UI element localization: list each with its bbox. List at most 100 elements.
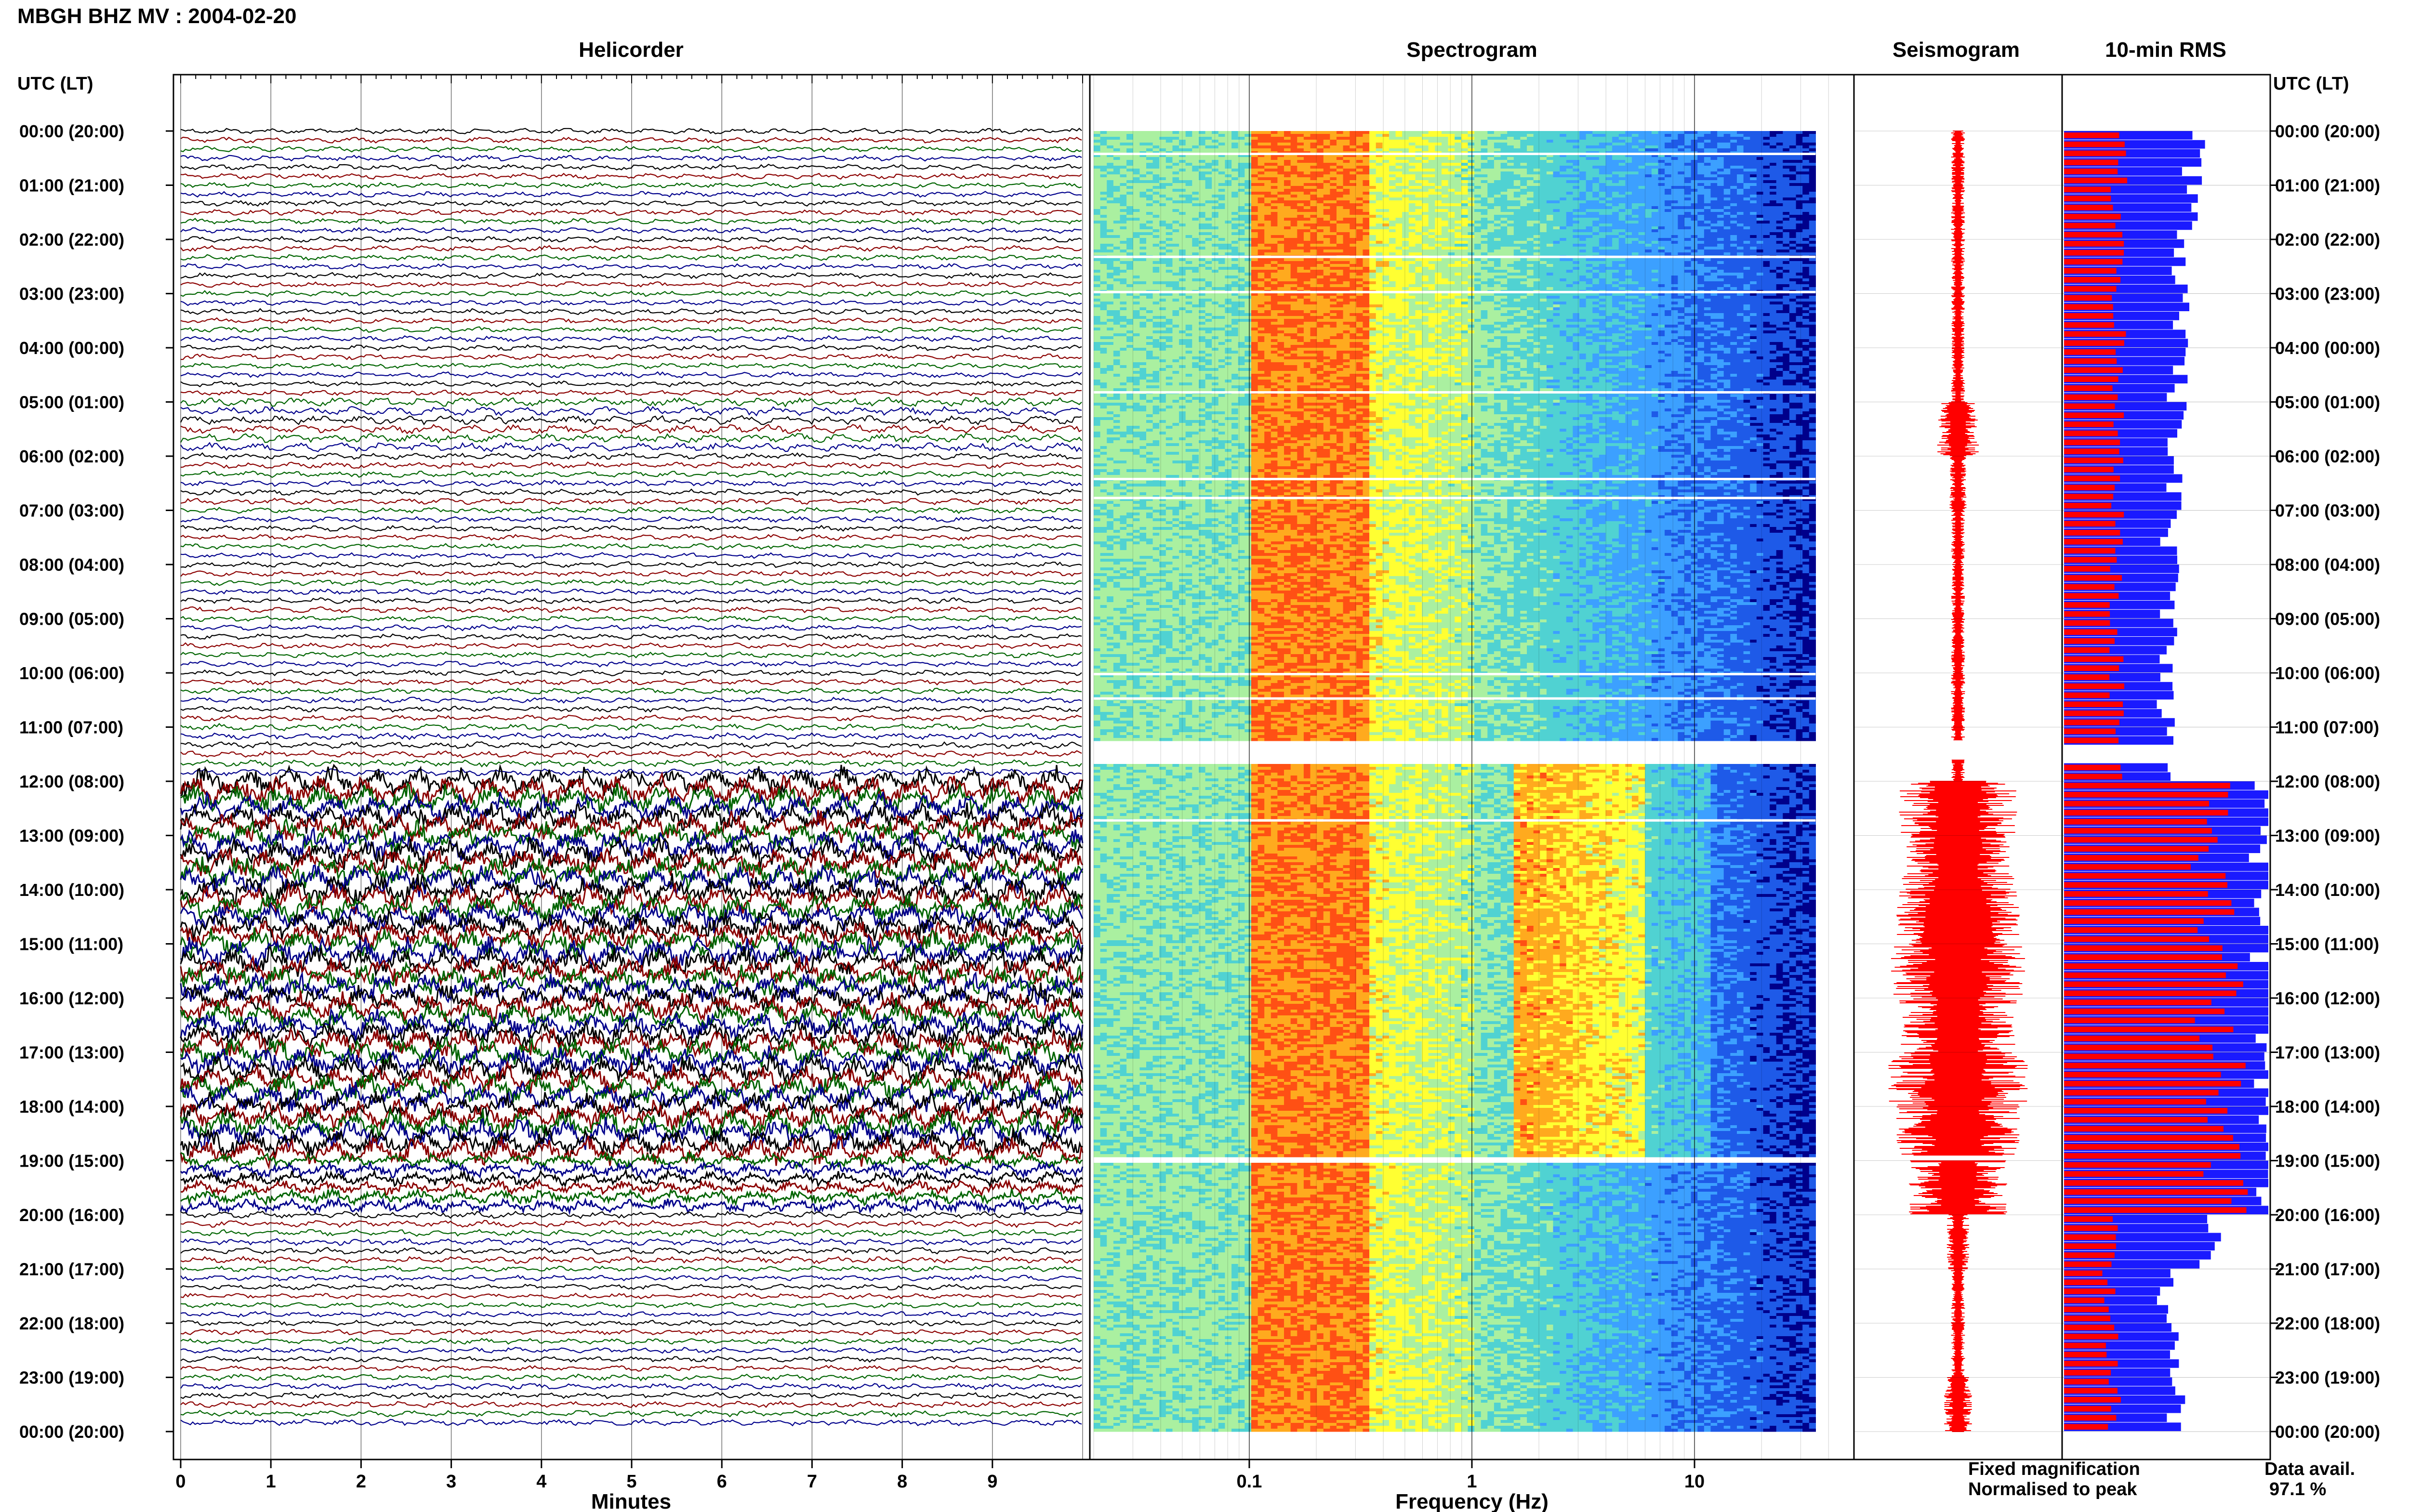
spectrogram-cell	[1192, 177, 1199, 181]
spectrogram-cell	[1632, 180, 1639, 184]
spectrogram-cell	[1474, 186, 1481, 189]
spectrogram-cell	[1717, 148, 1724, 152]
spectrogram-cell	[1225, 169, 1231, 172]
spectrogram-cell	[1704, 143, 1711, 146]
spectrogram-cell	[1455, 171, 1461, 175]
spectrogram-cell	[1173, 148, 1179, 152]
spectrogram-cell	[1487, 203, 1494, 207]
spectrogram-cell	[1560, 203, 1566, 207]
spectrogram-cell	[1363, 134, 1370, 137]
spectrogram-cell	[1599, 163, 1606, 166]
spectrogram-cell	[1789, 192, 1796, 195]
spectrogram-cell	[1796, 160, 1803, 163]
spectrogram-cell	[1527, 180, 1534, 184]
spectrogram-cell	[1566, 160, 1573, 163]
spectrogram-cell	[1120, 174, 1127, 178]
spectrogram-cell	[1297, 195, 1304, 198]
spectrogram-cell	[1606, 134, 1613, 137]
spectrogram-cell	[1684, 197, 1691, 201]
spectrogram-cell	[1566, 171, 1573, 175]
spectrogram-cell	[1796, 180, 1803, 184]
spectrogram-cell	[1251, 200, 1258, 204]
spectrogram-cell	[1802, 145, 1809, 149]
spectrogram-cell	[1429, 131, 1435, 134]
spectrogram-cell	[1146, 189, 1153, 192]
spectrogram-cell	[1435, 197, 1442, 201]
spectrogram-cell	[1665, 134, 1671, 137]
spectrogram-cell	[1711, 140, 1718, 143]
spectrogram-cell	[1586, 189, 1593, 192]
spectrogram-cell	[1153, 206, 1160, 210]
spectrogram-cell	[1146, 171, 1153, 175]
spectrogram-cell	[1553, 200, 1560, 204]
spectrogram-cell	[1704, 200, 1711, 204]
spectrogram-cell	[1113, 160, 1120, 163]
spectrogram-cell	[1324, 177, 1330, 181]
spectrogram-cell	[1126, 148, 1133, 152]
spectrogram-cell	[1258, 160, 1265, 163]
spectrogram-cell	[1461, 183, 1468, 186]
spectrogram-cell	[1783, 186, 1789, 189]
spectrogram-cell	[1166, 206, 1173, 210]
spectrogram-cell	[1205, 189, 1212, 192]
spectrogram-cell	[1337, 195, 1343, 198]
spectrogram-cell	[1159, 197, 1166, 201]
spectrogram-cell	[1684, 174, 1691, 178]
spectrogram-cell	[1625, 171, 1632, 175]
spectrogram-cell	[1297, 143, 1304, 146]
spectrogram-cell	[1789, 180, 1796, 184]
spectrogram-cell	[1186, 177, 1192, 181]
spectrogram-cell	[1573, 197, 1579, 201]
spectrogram-cell	[1697, 192, 1704, 195]
spectrogram-cell	[1586, 134, 1593, 137]
spectrogram-cell	[1126, 206, 1133, 210]
spectrogram-cell	[1553, 177, 1560, 181]
spectrogram-cell	[1244, 145, 1251, 149]
spectrogram-cell	[1192, 137, 1199, 140]
spectrogram-cell	[1396, 166, 1403, 169]
spectrogram-cell	[1435, 183, 1442, 186]
spectrogram-cell	[1783, 169, 1789, 172]
spectrogram-cell	[1389, 174, 1396, 178]
time-label-right: 07:00 (03:00)	[2275, 501, 2380, 521]
spectrogram-cell	[1468, 131, 1475, 134]
spectrogram-cell	[1225, 134, 1231, 137]
spectrogram-cell	[1744, 137, 1750, 140]
spectrogram-cell	[1757, 206, 1763, 210]
spectrogram-cell	[1376, 195, 1383, 198]
spectrogram-cell	[1783, 206, 1789, 210]
spectrogram-cell	[1126, 131, 1133, 134]
spectrogram-cell	[1139, 169, 1146, 172]
spectrogram-cell	[1612, 134, 1619, 137]
spectrogram-cell	[1520, 171, 1527, 175]
spectrogram-cell	[1789, 134, 1796, 137]
spectrogram-cell	[1652, 203, 1658, 207]
spectrogram-cell	[1763, 192, 1770, 195]
spectrogram-cell	[1186, 189, 1192, 192]
spectrogram-cell	[1113, 140, 1120, 143]
spectrogram-cell	[1481, 166, 1488, 169]
spectrogram-cell	[1553, 143, 1560, 146]
spectrogram-cell	[1619, 145, 1626, 149]
spectrogram-cell	[1678, 189, 1684, 192]
spectrogram-cell	[1520, 148, 1527, 152]
spectrogram-cell	[1697, 163, 1704, 166]
spectrogram-cell	[1402, 148, 1409, 152]
spectrogram-cell	[1737, 186, 1744, 189]
spectrogram-cell	[1796, 148, 1803, 152]
spectrogram-cell	[1750, 169, 1757, 172]
spectrogram-cell	[1534, 157, 1540, 160]
spectrogram-cell	[1422, 174, 1429, 178]
spectrogram-cell	[1146, 169, 1153, 172]
spectrogram-cell	[1376, 174, 1383, 178]
spectrogram-cell	[1324, 195, 1330, 198]
spectrogram-cell	[1251, 145, 1258, 149]
spectrogram-cell	[1139, 203, 1146, 207]
spectrogram-cell	[1244, 183, 1251, 186]
spectrogram-cell	[1159, 166, 1166, 169]
spectrogram-cell	[1501, 195, 1508, 198]
spectrogram-cell	[1258, 209, 1265, 212]
spectrogram-cell	[1560, 157, 1566, 160]
spectrogram-cell	[1750, 131, 1757, 134]
spectrogram-cell	[1481, 174, 1488, 178]
